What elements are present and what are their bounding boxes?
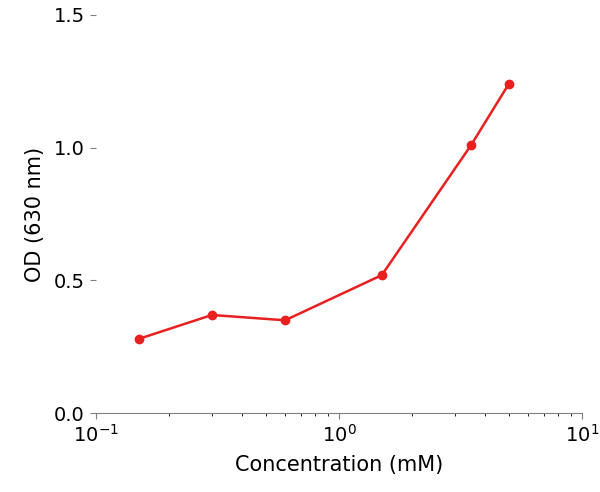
X-axis label: Concentration (mM): Concentration (mM) <box>235 455 443 475</box>
Y-axis label: OD (630 nm): OD (630 nm) <box>25 147 46 281</box>
